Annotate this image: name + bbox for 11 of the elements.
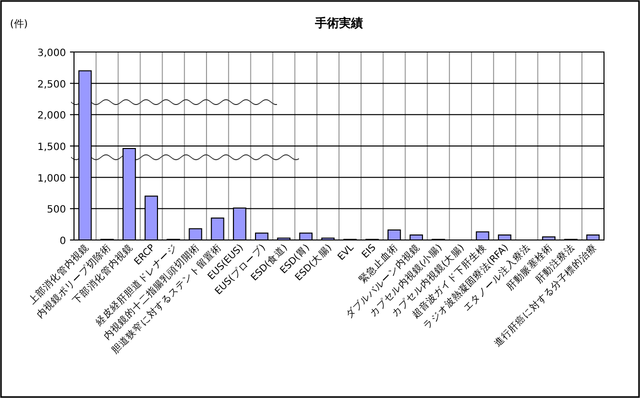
y-tick-label: 1,500: [37, 142, 66, 153]
y-tick-label: 2,500: [37, 79, 66, 90]
x-tick-label: EVL: [336, 242, 357, 263]
y-tick-label: 1,000: [37, 173, 66, 184]
y-tick-label: 3,000: [37, 48, 66, 59]
y-tick-label: 0: [60, 236, 66, 247]
y-axis-title: (件): [10, 19, 28, 30]
y-tick-label: 2,000: [37, 110, 66, 122]
chart-title: 手術実績: [314, 16, 363, 30]
y-tick-label: 500: [46, 204, 66, 216]
x-tick-label: EIS: [360, 242, 378, 261]
